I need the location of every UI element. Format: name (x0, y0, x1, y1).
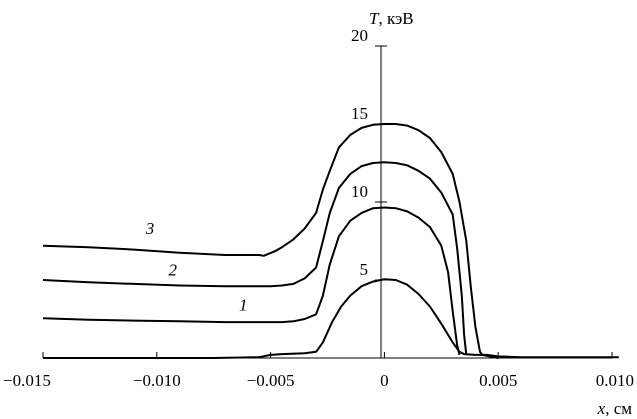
x-axis-unit: , см (605, 399, 632, 418)
series-1-line (42, 206, 461, 356)
curve-labels: 1 2 3 (145, 219, 248, 314)
x-ticks: −0.015 −0.010 −0.005 0 0.005 0.010 (3, 352, 634, 390)
curve-label-2: 2 (168, 261, 177, 280)
series-group (42, 123, 619, 359)
y-tick-label: 15 (351, 104, 368, 123)
x-axis-title: x, см (597, 399, 633, 418)
y-tick-label: 10 (351, 182, 368, 201)
curve-label-3: 3 (145, 219, 155, 238)
y-tick-label: 20 (351, 26, 368, 45)
x-tick-label: −0.005 (247, 371, 295, 390)
series-3-line (42, 123, 499, 359)
x-tick-label: −0.015 (3, 371, 51, 390)
series-2-line (42, 161, 468, 356)
y-axis-unit: , кэВ (378, 9, 413, 28)
x-tick-label: 0.010 (596, 371, 634, 390)
series-base-line (43, 278, 619, 359)
x-tick-label: 0 (380, 371, 389, 390)
x-axis: −0.015 −0.010 −0.005 0 0.005 0.010 x, см (3, 352, 634, 418)
x-axis-symbol: x (597, 399, 606, 418)
y-tick-label: 5 (360, 260, 369, 279)
x-tick-label: 0.005 (479, 371, 517, 390)
y-axis-title: T, кэВ (369, 9, 414, 28)
x-tick-label: −0.010 (133, 371, 181, 390)
y-axis: 5 10 15 20 T, кэВ (351, 9, 414, 358)
y-ticks: 5 10 15 20 (351, 26, 387, 281)
y-axis-symbol: T (369, 9, 380, 28)
curve-label-1: 1 (239, 296, 248, 315)
